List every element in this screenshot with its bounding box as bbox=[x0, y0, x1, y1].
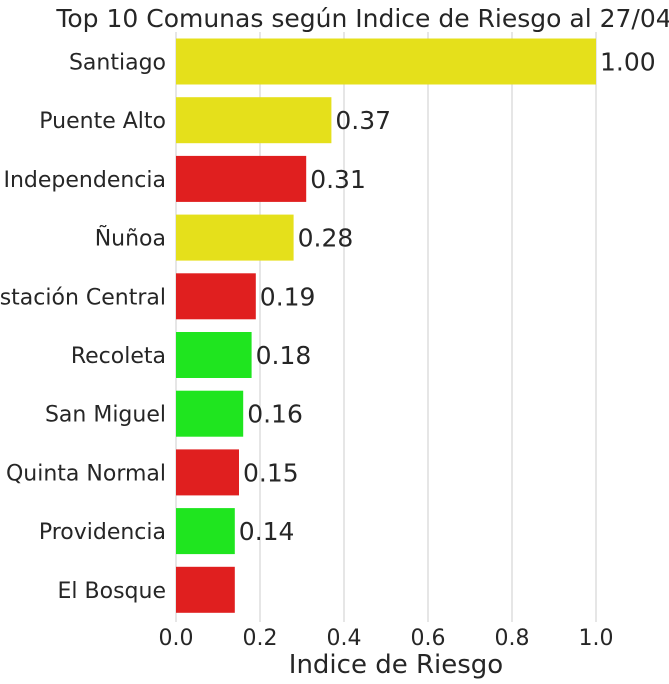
category-label: Independencia bbox=[3, 168, 166, 193]
bar bbox=[176, 390, 244, 437]
category-labels: Santiago Puente Alto Independencia Ñuñoa Est… bbox=[0, 51, 166, 604]
bar bbox=[176, 155, 307, 202]
bar bbox=[176, 449, 239, 496]
bar bbox=[176, 97, 332, 144]
data-label: 1.00 bbox=[600, 48, 656, 77]
data-label: 0.16 bbox=[247, 400, 303, 429]
x-tick-label: 0.0 bbox=[159, 626, 194, 651]
x-tick-label: 0.4 bbox=[327, 626, 362, 651]
bars bbox=[176, 38, 596, 613]
bar bbox=[176, 566, 235, 613]
category-label: San Miguel bbox=[45, 403, 166, 428]
data-label: 0.14 bbox=[239, 517, 295, 546]
data-label: 0.28 bbox=[298, 224, 354, 253]
bar bbox=[176, 214, 294, 261]
x-tick-label: 1.0 bbox=[579, 626, 614, 651]
category-label: Estación Central bbox=[0, 285, 166, 310]
category-label: Ñuñoa bbox=[95, 225, 166, 252]
data-label: 0.19 bbox=[260, 282, 316, 311]
data-label: 0.31 bbox=[310, 165, 366, 194]
x-tick-label: 0.2 bbox=[243, 626, 278, 651]
x-axis-label: Indice de Riesgo bbox=[289, 650, 503, 680]
category-label: Santiago bbox=[69, 51, 166, 76]
bar bbox=[176, 508, 235, 555]
category-label: Providencia bbox=[39, 520, 166, 545]
bar bbox=[176, 38, 596, 85]
category-label: El Bosque bbox=[58, 579, 166, 604]
data-label: 0.15 bbox=[243, 458, 299, 487]
data-labels: 1.00 0.37 0.31 0.28 0.19 0.18 0.16 0.15 0.14 bbox=[239, 48, 656, 547]
category-label: Recoleta bbox=[71, 344, 166, 369]
category-label: Puente Alto bbox=[39, 109, 166, 134]
bar bbox=[176, 273, 256, 320]
category-label: Quinta Normal bbox=[6, 461, 166, 486]
chart-title: Top 10 Comunas según Indice de Riesgo al… bbox=[55, 4, 669, 33]
data-label: 0.18 bbox=[256, 341, 312, 370]
x-tick-label: 0.6 bbox=[411, 626, 446, 651]
data-label: 0.37 bbox=[335, 106, 391, 135]
bar bbox=[176, 332, 252, 378]
x-tick-labels: 0.0 0.2 0.4 0.6 0.8 1.0 bbox=[159, 626, 614, 651]
x-tick-label: 0.8 bbox=[495, 626, 530, 651]
